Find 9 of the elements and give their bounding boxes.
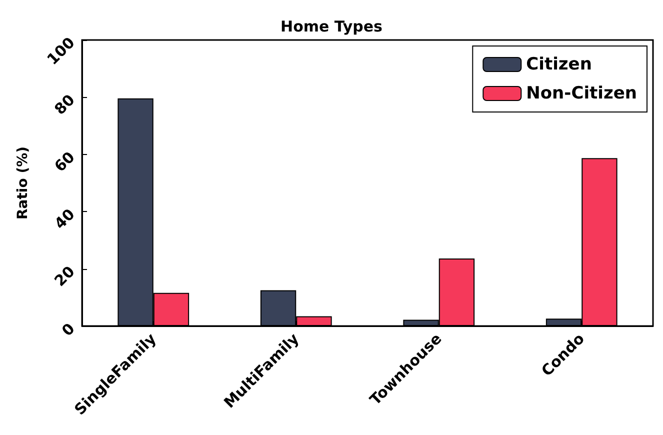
- chart-title: Home Types: [280, 18, 383, 36]
- y-tick-label: 20: [50, 262, 78, 290]
- legend-label: Non-Citizen: [526, 84, 638, 104]
- y-axis-title: Ratio (%): [15, 146, 31, 220]
- y-tick-label: 0: [58, 320, 78, 340]
- y-tick-label: 80: [50, 90, 78, 118]
- legend-label: Citizen: [526, 54, 592, 74]
- y-tick-label: 60: [50, 148, 78, 176]
- y-tick-label: 40: [50, 205, 78, 233]
